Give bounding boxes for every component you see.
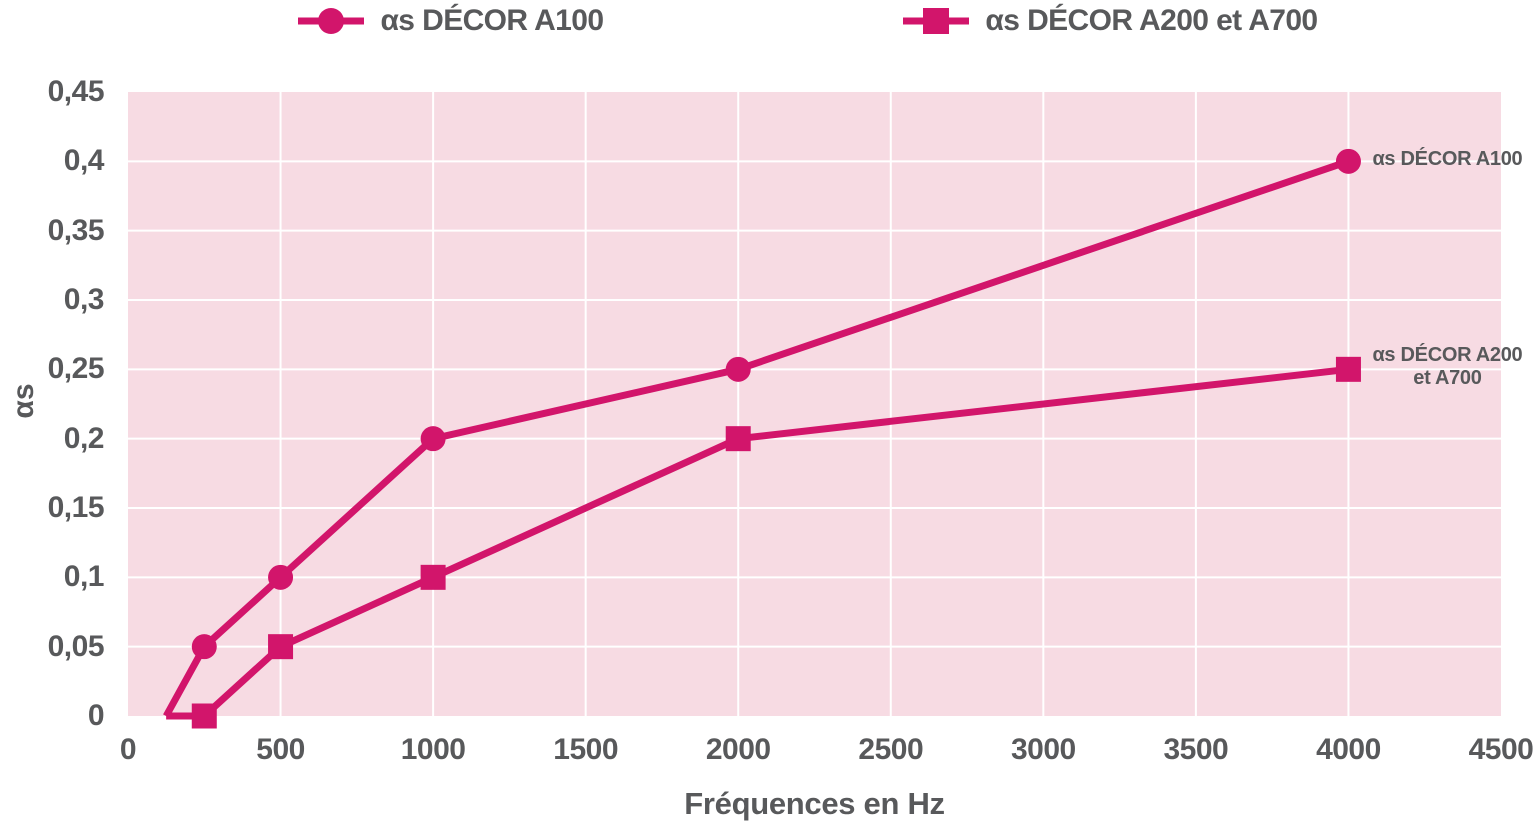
circle-marker-icon [298,8,365,34]
annotation-a100-text: αs DÉCOR A100 [1372,148,1523,171]
y-tick-label: 0,4 [63,144,105,178]
annotation-a200-line1: αs DÉCOR A200 [1372,344,1523,367]
square-marker-icon [903,8,970,34]
x-axis-ticks: 0 500 1000 1500 2000 2500 3000 3500 4000 4500 [120,733,1534,769]
legend: αs DÉCOR A100 αs DÉCOR A200 et A700 [0,4,1536,38]
x-tick-label: 1500 [553,733,619,766]
x-tick-label: 500 [256,733,305,766]
plot-area: αs DÉCOR A100 αs DÉCOR A200 et A700 [128,92,1523,729]
series-svg [128,92,1501,729]
annotation-a200-line2: et A700 [1413,367,1482,390]
y-tick-label: 0,3 [63,283,105,316]
legend-label-a100: αs DÉCOR A100 [380,4,604,37]
x-tick-label: 0 [119,733,137,766]
x-tick-label: 2500 [858,733,924,766]
legend-item-a100: αs DÉCOR A100 [298,4,604,38]
x-axis-title: Fréquences en Hz [684,786,945,821]
legend-item-a200: αs DÉCOR A200 et A700 [903,4,1318,38]
x-tick-label: 3000 [1010,733,1076,766]
y-tick-label: 0 [87,699,105,732]
annotation-a200: αs DÉCOR A200 et A700 [1372,344,1522,390]
annotation-a100: αs DÉCOR A100 [1372,148,1522,171]
x-tick-label: 1000 [400,733,466,766]
x-tick-label: 2000 [705,733,771,766]
y-tick-label: 0,25 [47,352,105,386]
y-axis-ticks: 0 0,05 0,1 0,15 0,2 0,25 0,3 0,35 0,4 0,45 [0,75,128,732]
x-tick-label: 4500 [1468,733,1534,766]
y-tick-label: 0,05 [47,629,105,663]
x-tick-label: 4000 [1316,733,1381,766]
y-tick-label: 0,45 [47,75,105,108]
y-tick-label: 0,35 [47,213,105,247]
y-tick-label: 0,1 [63,560,105,594]
x-tick-label: 3500 [1163,733,1229,766]
legend-label-a200: αs DÉCOR A200 et A700 [985,4,1318,37]
y-tick-label: 0,15 [47,491,105,524]
y-tick-label: 0,2 [63,421,105,455]
